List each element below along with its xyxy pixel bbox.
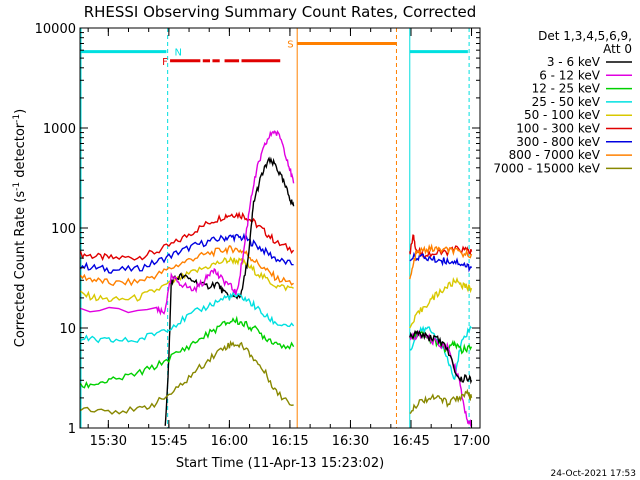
x-tick-label: 16:30 <box>332 434 369 449</box>
series-line-800_7000keV-11 <box>409 243 473 280</box>
series-line-7000_15000keV-8 <box>80 340 294 415</box>
series-line-3_6keV-16 <box>409 329 473 385</box>
y-tick-label: 100 <box>51 222 76 237</box>
series-line-6_12keV-5 <box>80 129 295 316</box>
x-tick-label: 17:00 <box>453 434 490 449</box>
legend-label: 100 - 300 keV <box>516 122 600 136</box>
legend-label: 3 - 6 keV <box>547 55 601 69</box>
series-line-50_100keV-3 <box>80 256 294 303</box>
y-tick-label: 1 <box>68 422 76 437</box>
y-axis-label: Corrected Count Rate (s-1 detector-1) <box>12 109 28 347</box>
series-line-12_25keV-7 <box>79 315 295 389</box>
legend-label: 25 - 50 keV <box>532 95 601 109</box>
legend-label: 800 - 7000 keV <box>509 148 601 162</box>
series-lines <box>79 129 473 427</box>
series-line-7000_15000keV-17 <box>409 388 473 415</box>
legend-label: 12 - 25 keV <box>532 82 601 96</box>
series-line-100_300keV-0 <box>79 211 295 262</box>
series-line-100_300keV-9 <box>409 234 473 259</box>
x-axis-label: Start Time (11-Apr-13 15:23:02) <box>176 456 384 471</box>
flag-label-N: N <box>174 48 181 59</box>
legend-header-att: Att 0 <box>603 42 632 56</box>
generation-timestamp: 24-Oct-2021 17:53 <box>551 469 636 479</box>
legend-label: 7000 - 15000 keV <box>493 161 600 175</box>
y-tick-label: 1000 <box>43 122 76 137</box>
x-tick-label: 15:30 <box>90 434 127 449</box>
x-tick-label: 16:45 <box>392 434 429 449</box>
y-tick-label: 10000 <box>35 22 76 37</box>
flag-bars <box>80 28 470 428</box>
series-line-800_7000keV-2 <box>79 245 295 287</box>
chart-title: RHESSI Observing Summary Count Rates, Co… <box>84 3 477 21</box>
x-tick-label: 16:00 <box>211 434 248 449</box>
legend-header-dets: Det 1,3,4,5,6,9, <box>538 29 632 43</box>
series-line-50_100keV-12 <box>409 276 473 329</box>
legend-label: 300 - 800 keV <box>516 135 600 149</box>
series-line-25_50keV-6 <box>80 291 295 344</box>
flag-label-F: F <box>162 57 168 68</box>
legend-label: 6 - 12 keV <box>539 68 601 82</box>
plot-frame <box>79 27 481 429</box>
series-line-300_800keV-1 <box>79 232 294 274</box>
x-tick-label: 15:45 <box>150 434 187 449</box>
x-tick-label: 16:15 <box>271 434 308 449</box>
series-line-300_800keV-10 <box>409 251 473 273</box>
y-tick-label: 10 <box>59 322 76 337</box>
flag-label-S: S <box>287 39 293 50</box>
series-line-6_12keV-15 <box>409 330 473 427</box>
legend-label: 50 - 100 keV <box>524 108 601 122</box>
series-line-3_6keV-4 <box>164 156 295 426</box>
